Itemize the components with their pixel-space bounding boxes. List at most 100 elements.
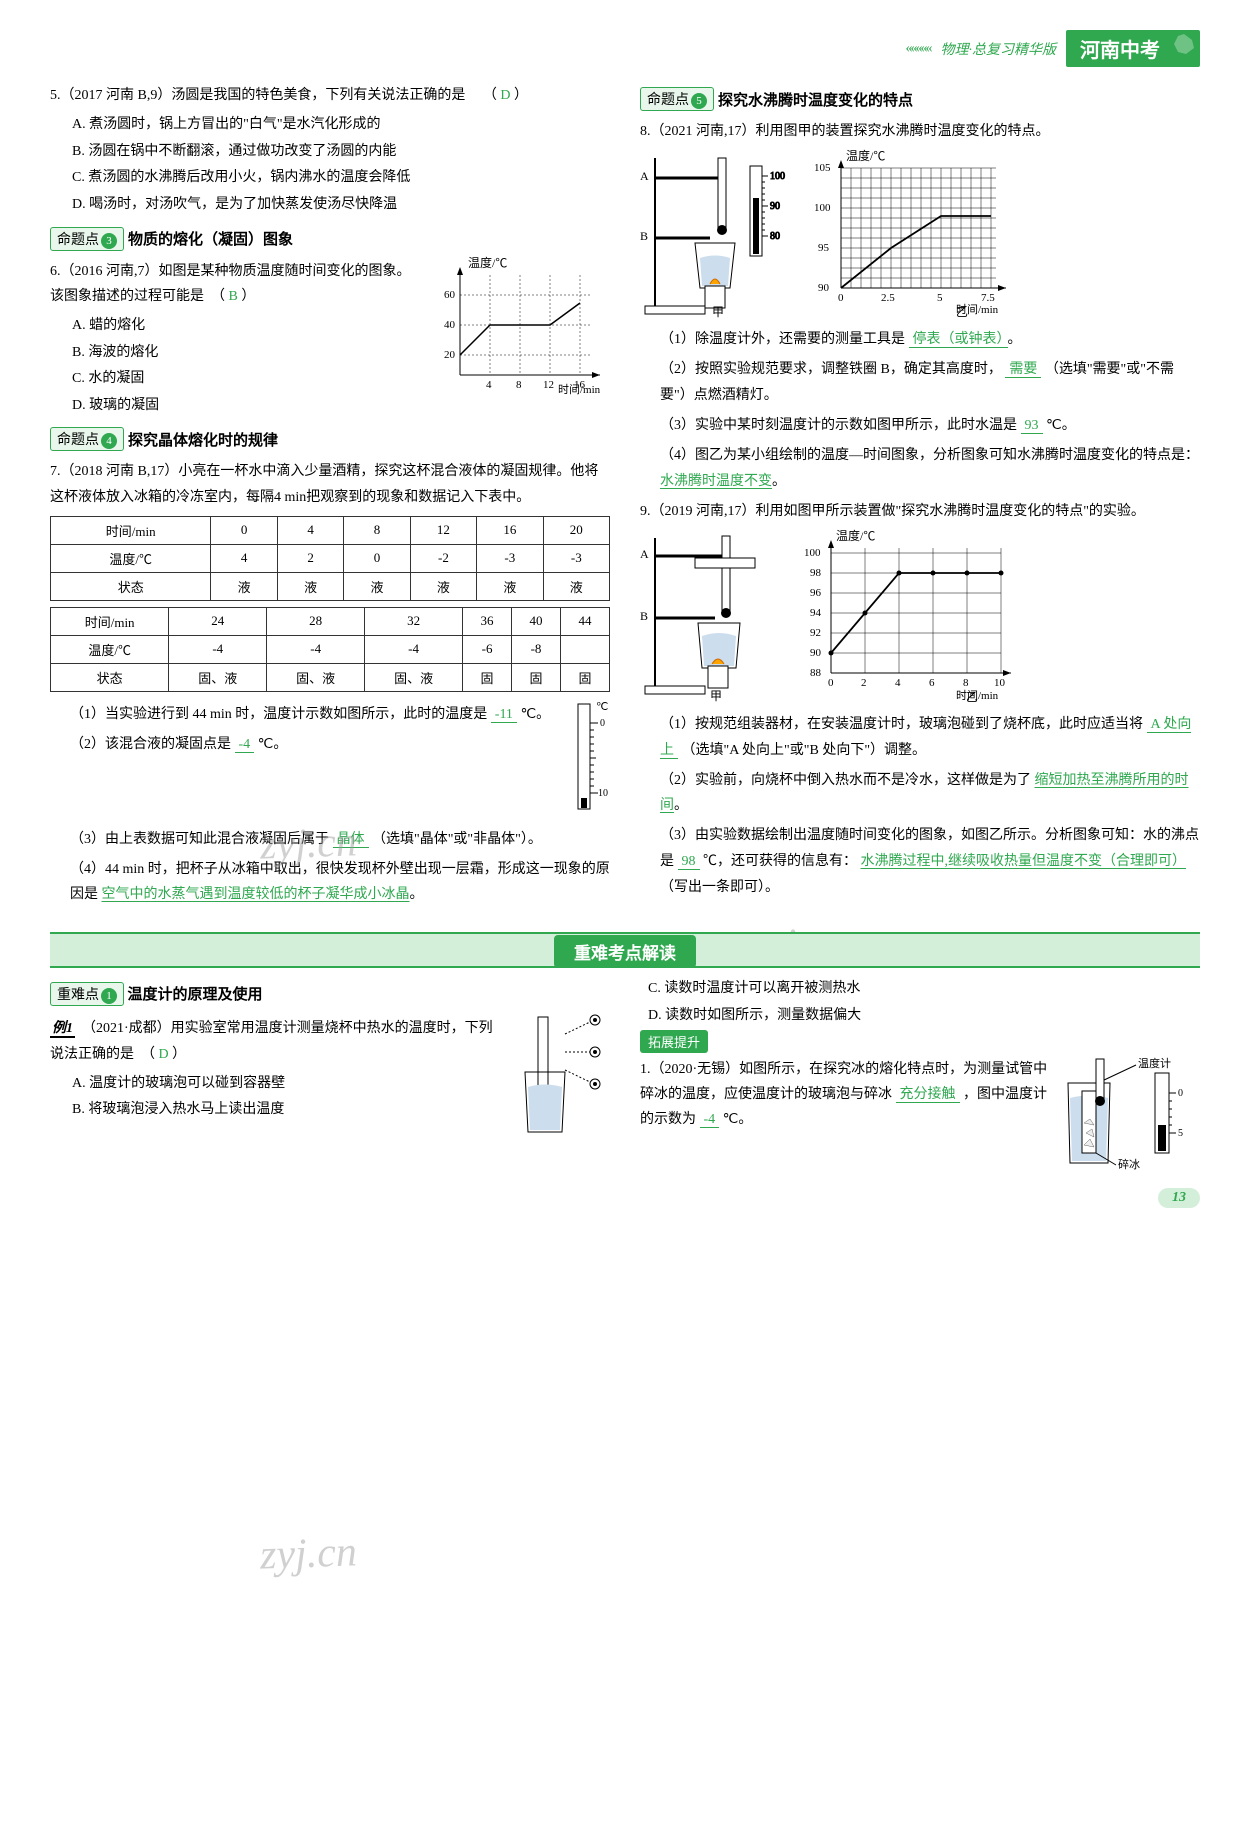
q9-sub3: （3）由实验数据绘制出温度随时间变化的图象，如图乙所示。分析图象可知：水的沸点是… (640, 823, 1200, 901)
ex1-opt-a: A. 温度计的玻璃泡可以碰到容器壁 (72, 1071, 502, 1098)
svg-text:温度/℃: 温度/℃ (846, 148, 885, 163)
svg-text:100: 100 (804, 547, 821, 559)
q9-sub1-text: （1）按规范组装器材，在安装温度计时，玻璃泡碰到了烧杯底，此时应适当将 (660, 717, 1143, 732)
q9-sub2-tail: 。 (674, 798, 688, 813)
q6-chart-svg: 温度/℃ 20 40 60 4 8 12 (430, 255, 610, 395)
svg-text:0: 0 (828, 677, 834, 689)
svg-text:10: 10 (994, 677, 1006, 689)
q7-sub1: （1）当实验进行到 44 min 时，温度计示数如图所示，此时的温度是 -11 … (50, 702, 554, 728)
q7-sub4-answer: 空气中的水蒸气遇到温度较低的杯子凝华成小冰晶 (102, 887, 410, 902)
q8-apparatus-fig: A B 100 90 80 (640, 148, 800, 323)
svg-text:温度计: 温度计 (1138, 1056, 1171, 1070)
q9-sub2-text: （2）实验前，向烧杯中倒入热水而不是冷水，这样做是为了 (660, 773, 1031, 788)
hard1-tag-label: 重难点 (57, 988, 99, 1003)
q8-sub3-answer: 93 (1021, 418, 1043, 434)
ex1-opt-d: D. 读数时如图所示，测量数据偏大 (648, 1003, 1200, 1030)
q8-sub2-text: （2）按照实验规范要求，调整铁圈 B，确定其高度时， (660, 362, 1002, 377)
q5-answer: D (500, 88, 510, 103)
svg-text:温度/℃: 温度/℃ (836, 528, 875, 543)
svg-text:8: 8 (963, 677, 969, 689)
svg-text:B: B (640, 229, 648, 243)
svg-text:B: B (640, 609, 648, 623)
q7-sub2-text: （2）该混合液的凝固点是 (70, 737, 231, 752)
svg-text:80: 80 (770, 231, 780, 242)
svg-text:4: 4 (895, 677, 901, 689)
svg-text:90: 90 (818, 282, 830, 294)
q9-chart: 温度/℃ 88 90 92 94 96 (796, 528, 1026, 708)
hard1-title: 温度计的原理及使用 (128, 987, 263, 1003)
q7-table-1: 时间/min048121620 温度/℃420-2-3-3 状态液液液液液液 (50, 516, 610, 601)
q8-sub4: （4）图乙为某小组绘制的温度—时间图象，分析图象可知水沸腾时温度变化的特点是： … (640, 443, 1200, 495)
q8-stem: 8.（2021 河南,17）利用图甲的装置探究水沸腾时温度变化的特点。 (640, 119, 1200, 144)
section-band: 重难考点解读 (50, 932, 1200, 968)
q8-chart: 温度/℃ (806, 148, 1016, 323)
q6-chart: 温度/℃ 20 40 60 4 8 12 (430, 255, 610, 420)
q7-sub2-tail: ℃。 (258, 737, 288, 752)
q7-thermometer-fig: ℃ 0 10 (560, 698, 610, 823)
q6-opt-c: C. 水的凝固 (72, 366, 422, 393)
svg-text:40: 40 (444, 319, 456, 331)
svg-text:A: A (640, 169, 649, 183)
ext-q1-answer1: 充分接触 (896, 1087, 960, 1103)
svg-text:℃: ℃ (596, 701, 608, 713)
svg-text:5: 5 (937, 292, 943, 304)
q7-sub1-tail: ℃。 (520, 707, 550, 722)
topic5-tag-label: 命题点 (647, 93, 689, 108)
q7-sub2: （2）该混合液的凝固点是 -4 ℃。 (50, 732, 554, 758)
q5-opt-b: B. 汤圆在锅中不断翻滚，通过做功改变了汤圆的内能 (72, 139, 610, 166)
q9-sub1: （1）按规范组装器材，在安装温度计时，玻璃泡碰到了烧杯底，此时应适当将 A 处向… (640, 712, 1200, 764)
q8-sub2: （2）按照实验规范要求，调整铁圈 B，确定其高度时， 需要 （选填"需要"或"不… (640, 357, 1200, 409)
q9-sub3-answer1: 98 (678, 854, 700, 870)
ex1-label: 例1 (50, 1021, 75, 1038)
q6-options: A. 蜡的熔化 B. 海波的熔化 C. 水的凝固 D. 玻璃的凝固 (50, 313, 422, 419)
q7-table-2: 时间/min242832364044 温度/℃-4-4-4-6-8 状态固、液固… (50, 607, 610, 692)
q7-sub3: （3）由上表数据可知此混合液凝固后属于 晶体 （选填"晶体"或"非晶体"）。 (50, 827, 610, 853)
svg-text:100: 100 (814, 202, 831, 214)
ex1-stem-text: （2021·成都）用实验室常用温度计测量烧杯中热水的温度时，下列说法正确的是 (50, 1021, 493, 1061)
q6-opt-d: D. 玻璃的凝固 (72, 393, 422, 420)
bottom-right-column: C. 读数时温度计可以离开被测热水 D. 读数时如图所示，测量数据偏大 拓展提升… (640, 976, 1200, 1177)
svg-text:甲: 甲 (710, 689, 722, 703)
svg-text:2: 2 (861, 677, 867, 689)
topic3-tag-label: 命题点 (57, 233, 99, 248)
q6-answer: B (229, 289, 238, 304)
left-column: 5.（2017 河南 B,9）汤圆是我国的特色美食，下列有关说法正确的是 （ D… (50, 79, 610, 912)
q9-stem: 9.（2019 河南,17）利用如图甲所示装置做"探究水沸腾时温度变化的特点"的… (640, 499, 1200, 524)
q6-opt-a: A. 蜡的熔化 (72, 313, 422, 340)
svg-text:92: 92 (810, 627, 821, 639)
q7-sub2-answer: -4 (235, 737, 255, 753)
svg-text:温度/℃: 温度/℃ (468, 255, 507, 270)
svg-text:105: 105 (814, 162, 831, 174)
q7-sub1-text: （1）当实验进行到 44 min 时，温度计示数如图所示，此时的温度是 (70, 707, 487, 722)
svg-text:乙: 乙 (956, 305, 968, 318)
svg-text:0: 0 (1178, 1088, 1183, 1099)
svg-text:4: 4 (486, 379, 492, 391)
q8-sub2-answer: 需要 (1005, 362, 1041, 378)
ex1-opt-b: B. 将玻璃泡浸入热水马上读出温度 (72, 1097, 502, 1124)
q7-sub4: （4）44 min 时，把杯子从冰箱中取出，很快发现杯外壁出现一层霜，形成这一现… (50, 857, 610, 909)
ex1-opt-c: C. 读数时温度计可以离开被测热水 (648, 976, 1200, 1003)
ext-q1: 1.（2020·无锡）如图所示，在探究冰的熔化特点时，为测量试管中碎冰的温度，应… (640, 1057, 1054, 1174)
q9-apparatus-fig: A B 甲 (640, 528, 790, 708)
q6-stem: 6.（2016 河南,7）如图是某种物质温度随时间变化的图象。该图象描述的过程可… (50, 259, 422, 309)
q8-sub1-answer: 停表（或钟表） (909, 332, 1008, 348)
topic4-title: 探究晶体熔化时的规律 (128, 429, 278, 450)
q9-sub3-tail: （写出一条即可）。 (660, 880, 779, 895)
q5-options: A. 煮汤圆时，锅上方冒出的"白气"是水汽化形成的 B. 汤圆在锅中不断翻滚，通… (50, 112, 610, 218)
svg-text:乙: 乙 (966, 690, 978, 703)
topic3-title: 物质的熔化（凝固）图象 (128, 228, 293, 249)
svg-text:8: 8 (516, 379, 522, 391)
hard1-tag-row: 重难点1 温度计的原理及使用 (50, 976, 610, 1012)
ext-q1-tail: ℃。 (723, 1112, 753, 1127)
q8-sub3-tail: ℃。 (1046, 418, 1076, 433)
topic4-num: 4 (101, 433, 117, 449)
topic5-title: 探究水沸腾时温度变化的特点 (718, 89, 913, 110)
topic5-tag: 命题点5 探究水沸腾时温度变化的特点 (640, 87, 913, 111)
page-number: 13 (1158, 1188, 1200, 1208)
q9-sub1-tail: （选填"A 处向上"或"B 处向下"）调整。 (682, 743, 927, 758)
q8-sub1-text: （1）除温度计外，还需要的测量工具是 (660, 332, 905, 347)
svg-text:60: 60 (444, 289, 456, 301)
ex1-stem: 例1 （2021·成都）用实验室常用温度计测量烧杯中热水的温度时，下列说法正确的… (50, 1016, 502, 1066)
svg-text:5: 5 (1178, 1128, 1183, 1139)
q9-sub3-mid: ℃，还可获得的信息有： (703, 854, 857, 869)
